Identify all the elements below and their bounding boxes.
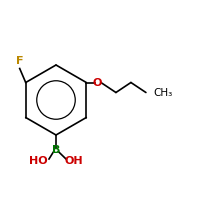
Text: O: O <box>93 77 102 88</box>
Text: OH: OH <box>65 156 83 166</box>
Text: CH₃: CH₃ <box>153 88 172 98</box>
Text: F: F <box>16 55 23 66</box>
Text: HO: HO <box>29 156 47 166</box>
Text: B: B <box>52 145 60 155</box>
